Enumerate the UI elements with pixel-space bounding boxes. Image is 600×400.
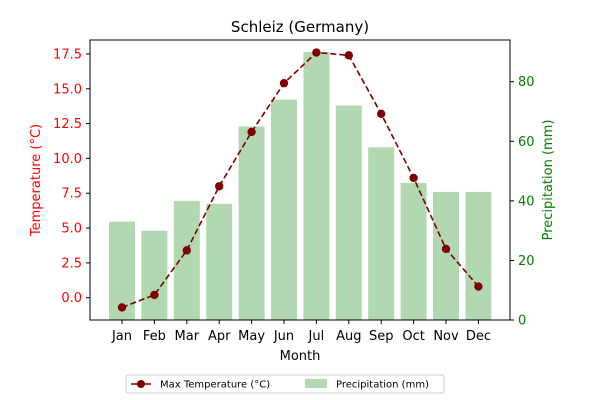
y-left-tick-label: 12.5	[53, 117, 82, 132]
x-tick-label-nov: Nov	[433, 329, 459, 344]
y-left-tick-label: 17.5	[53, 47, 82, 62]
y-left-tick-label: 15.0	[53, 82, 82, 97]
x-tick-label-apr: Apr	[208, 329, 231, 344]
legend-box	[125, 374, 445, 394]
temperature-point-oct	[409, 173, 418, 183]
y-left-tick-label: 2.5	[61, 256, 82, 271]
legend-bar-swatch	[305, 379, 327, 388]
temperature-point-feb	[150, 290, 159, 300]
legend-marker-swatch	[137, 380, 145, 388]
x-tick-label-jan: Jan	[111, 329, 132, 344]
y-left-tick-label: 7.5	[61, 187, 82, 202]
y-right-axis-title: Precipitation (mm)	[541, 120, 556, 241]
temperature-point-nov	[441, 244, 451, 254]
temperature-point-sep	[377, 109, 386, 119]
precipitation-bar-sep	[368, 147, 395, 320]
x-axis-title: Month	[280, 349, 321, 364]
y-left-axis-title: Temperature (°C)	[29, 124, 44, 237]
x-tick-label-may: May	[238, 329, 265, 344]
x-tick-label-oct: Oct	[402, 329, 424, 344]
x-tick-label-dec: Dec	[466, 329, 491, 344]
precipitation-bar-mar	[173, 200, 200, 320]
legend-bar-label: Precipitation (mm)	[336, 380, 429, 391]
temperature-point-jun	[279, 78, 289, 88]
x-tick-label-mar: Mar	[175, 329, 200, 344]
y-right-tick-label: 80	[518, 75, 535, 90]
temperature-point-may	[247, 127, 256, 137]
legend-line-label: Max Temperature (°C)	[160, 380, 270, 391]
x-tick-label-jun: Jun	[273, 329, 294, 344]
temperature-point-mar	[182, 246, 191, 255]
precipitation-bar-jul	[303, 51, 330, 321]
y-right-tick-label: 0	[518, 314, 526, 329]
x-tick-label-aug: Aug	[336, 329, 361, 344]
precipitation-bar-jun	[271, 99, 297, 321]
y-right-tick-label: 60	[518, 135, 535, 150]
temperature-point-jan	[117, 303, 127, 312]
temperature-point-aug	[344, 51, 353, 60]
legend: Max Temperature (°C) Precipitation (mm)	[125, 374, 445, 394]
x-tick-label-feb: Feb	[143, 329, 166, 344]
precipitation-bar-aug	[335, 105, 362, 320]
precipitation-bar-nov	[433, 191, 459, 320]
plot-frame	[89, 39, 511, 321]
y-left-tick-label: 10.0	[53, 152, 82, 167]
precipitation-bar-may	[238, 126, 265, 320]
chart-title: Schleiz (Germany)	[231, 18, 369, 36]
precipitation-bar-apr	[206, 203, 233, 320]
temperature-point-apr	[215, 182, 224, 191]
temperature-point-jul	[312, 48, 321, 57]
y-left-tick-label: 0.0	[61, 291, 82, 306]
x-tick-label-sep: Sep	[369, 329, 394, 344]
precipitation-bar-oct	[400, 182, 427, 320]
temperature-point-dec	[474, 282, 483, 291]
y-right-tick-label: 40	[518, 194, 535, 209]
precipitation-bar-feb	[141, 230, 168, 320]
precipitation-bar-dec	[465, 191, 492, 320]
y-left-tick-label: 5.0	[61, 222, 82, 237]
y-right-tick-label: 20	[518, 254, 535, 269]
x-tick-label-jul: Jul	[308, 329, 325, 344]
